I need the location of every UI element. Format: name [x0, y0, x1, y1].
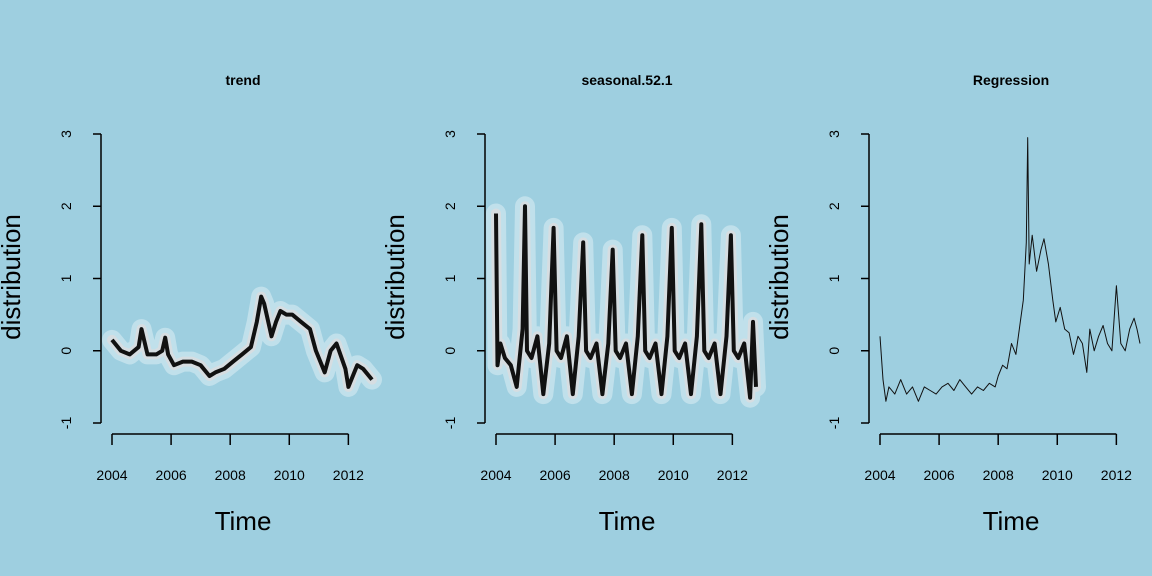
x-tick-label: 2008 — [599, 467, 630, 483]
x-tick-label: 2012 — [333, 467, 364, 483]
y-tick-label: 3 — [58, 130, 74, 138]
series-line — [879, 137, 1141, 402]
plot-area: -1 0 1 2 3 2004 2006 2008 2010 2012 — [826, 130, 1141, 483]
x-tick-label: 2010 — [274, 467, 305, 483]
y-tick-label: -1 — [58, 417, 74, 430]
x-tick-label: 2008 — [215, 467, 246, 483]
x-tick-label: 2012 — [717, 467, 748, 483]
series-line — [494, 204, 758, 400]
y-tick-label: 0 — [58, 347, 74, 355]
y-tick-label: 1 — [58, 274, 74, 282]
y-tick-label: 2 — [826, 202, 842, 210]
panel-title: seasonal.52.1 — [581, 72, 672, 88]
y-tick-label: 1 — [826, 274, 842, 282]
x-tick-label: 2006 — [540, 467, 571, 483]
y-axis-label: distribution — [380, 214, 410, 340]
y-axis-label: distribution — [0, 214, 26, 340]
y-tick-label: 1 — [442, 274, 458, 282]
panel-regression: Regression Time distribution -1 0 1 2 3 2004 2… — [764, 72, 1141, 536]
x-tick-label: 2006 — [156, 467, 187, 483]
y-tick-label: 0 — [826, 347, 842, 355]
y-tick-label: 3 — [442, 130, 458, 138]
x-tick-label: 2008 — [983, 467, 1014, 483]
x-tick-label: 2010 — [1042, 467, 1073, 483]
panel-trend: trend Time distribution -1 0 1 2 3 2004 2006 20… — [0, 72, 382, 536]
x-tick-label: 2010 — [658, 467, 689, 483]
panel-title: trend — [226, 72, 261, 88]
x-tick-label: 2004 — [96, 467, 127, 483]
x-axis-label: Time — [983, 506, 1040, 536]
y-tick-label: 3 — [826, 130, 842, 138]
y-axis-label: distribution — [764, 214, 794, 340]
x-axis-label: Time — [215, 506, 272, 536]
x-tick-label: 2006 — [924, 467, 955, 483]
x-tick-label: 2012 — [1101, 467, 1132, 483]
panel-seasonal: seasonal.52.1 Time distribution -1 0 1 2 3 20… — [380, 72, 766, 536]
x-axis-label: Time — [599, 506, 656, 536]
y-tick-label: 0 — [442, 347, 458, 355]
x-tick-label: 2004 — [864, 467, 895, 483]
y-tick-label: -1 — [442, 417, 458, 430]
series-line — [110, 294, 374, 389]
y-tick-label: -1 — [826, 417, 842, 430]
plot-area: -1 0 1 2 3 2004 2006 2008 2010 2012 — [442, 130, 766, 483]
y-tick-label: 2 — [442, 202, 458, 210]
panel-title: Regression — [973, 72, 1049, 88]
plot-area: -1 0 1 2 3 2004 2006 2008 2010 2012 — [58, 130, 382, 483]
x-tick-label: 2004 — [480, 467, 511, 483]
y-tick-label: 2 — [58, 202, 74, 210]
